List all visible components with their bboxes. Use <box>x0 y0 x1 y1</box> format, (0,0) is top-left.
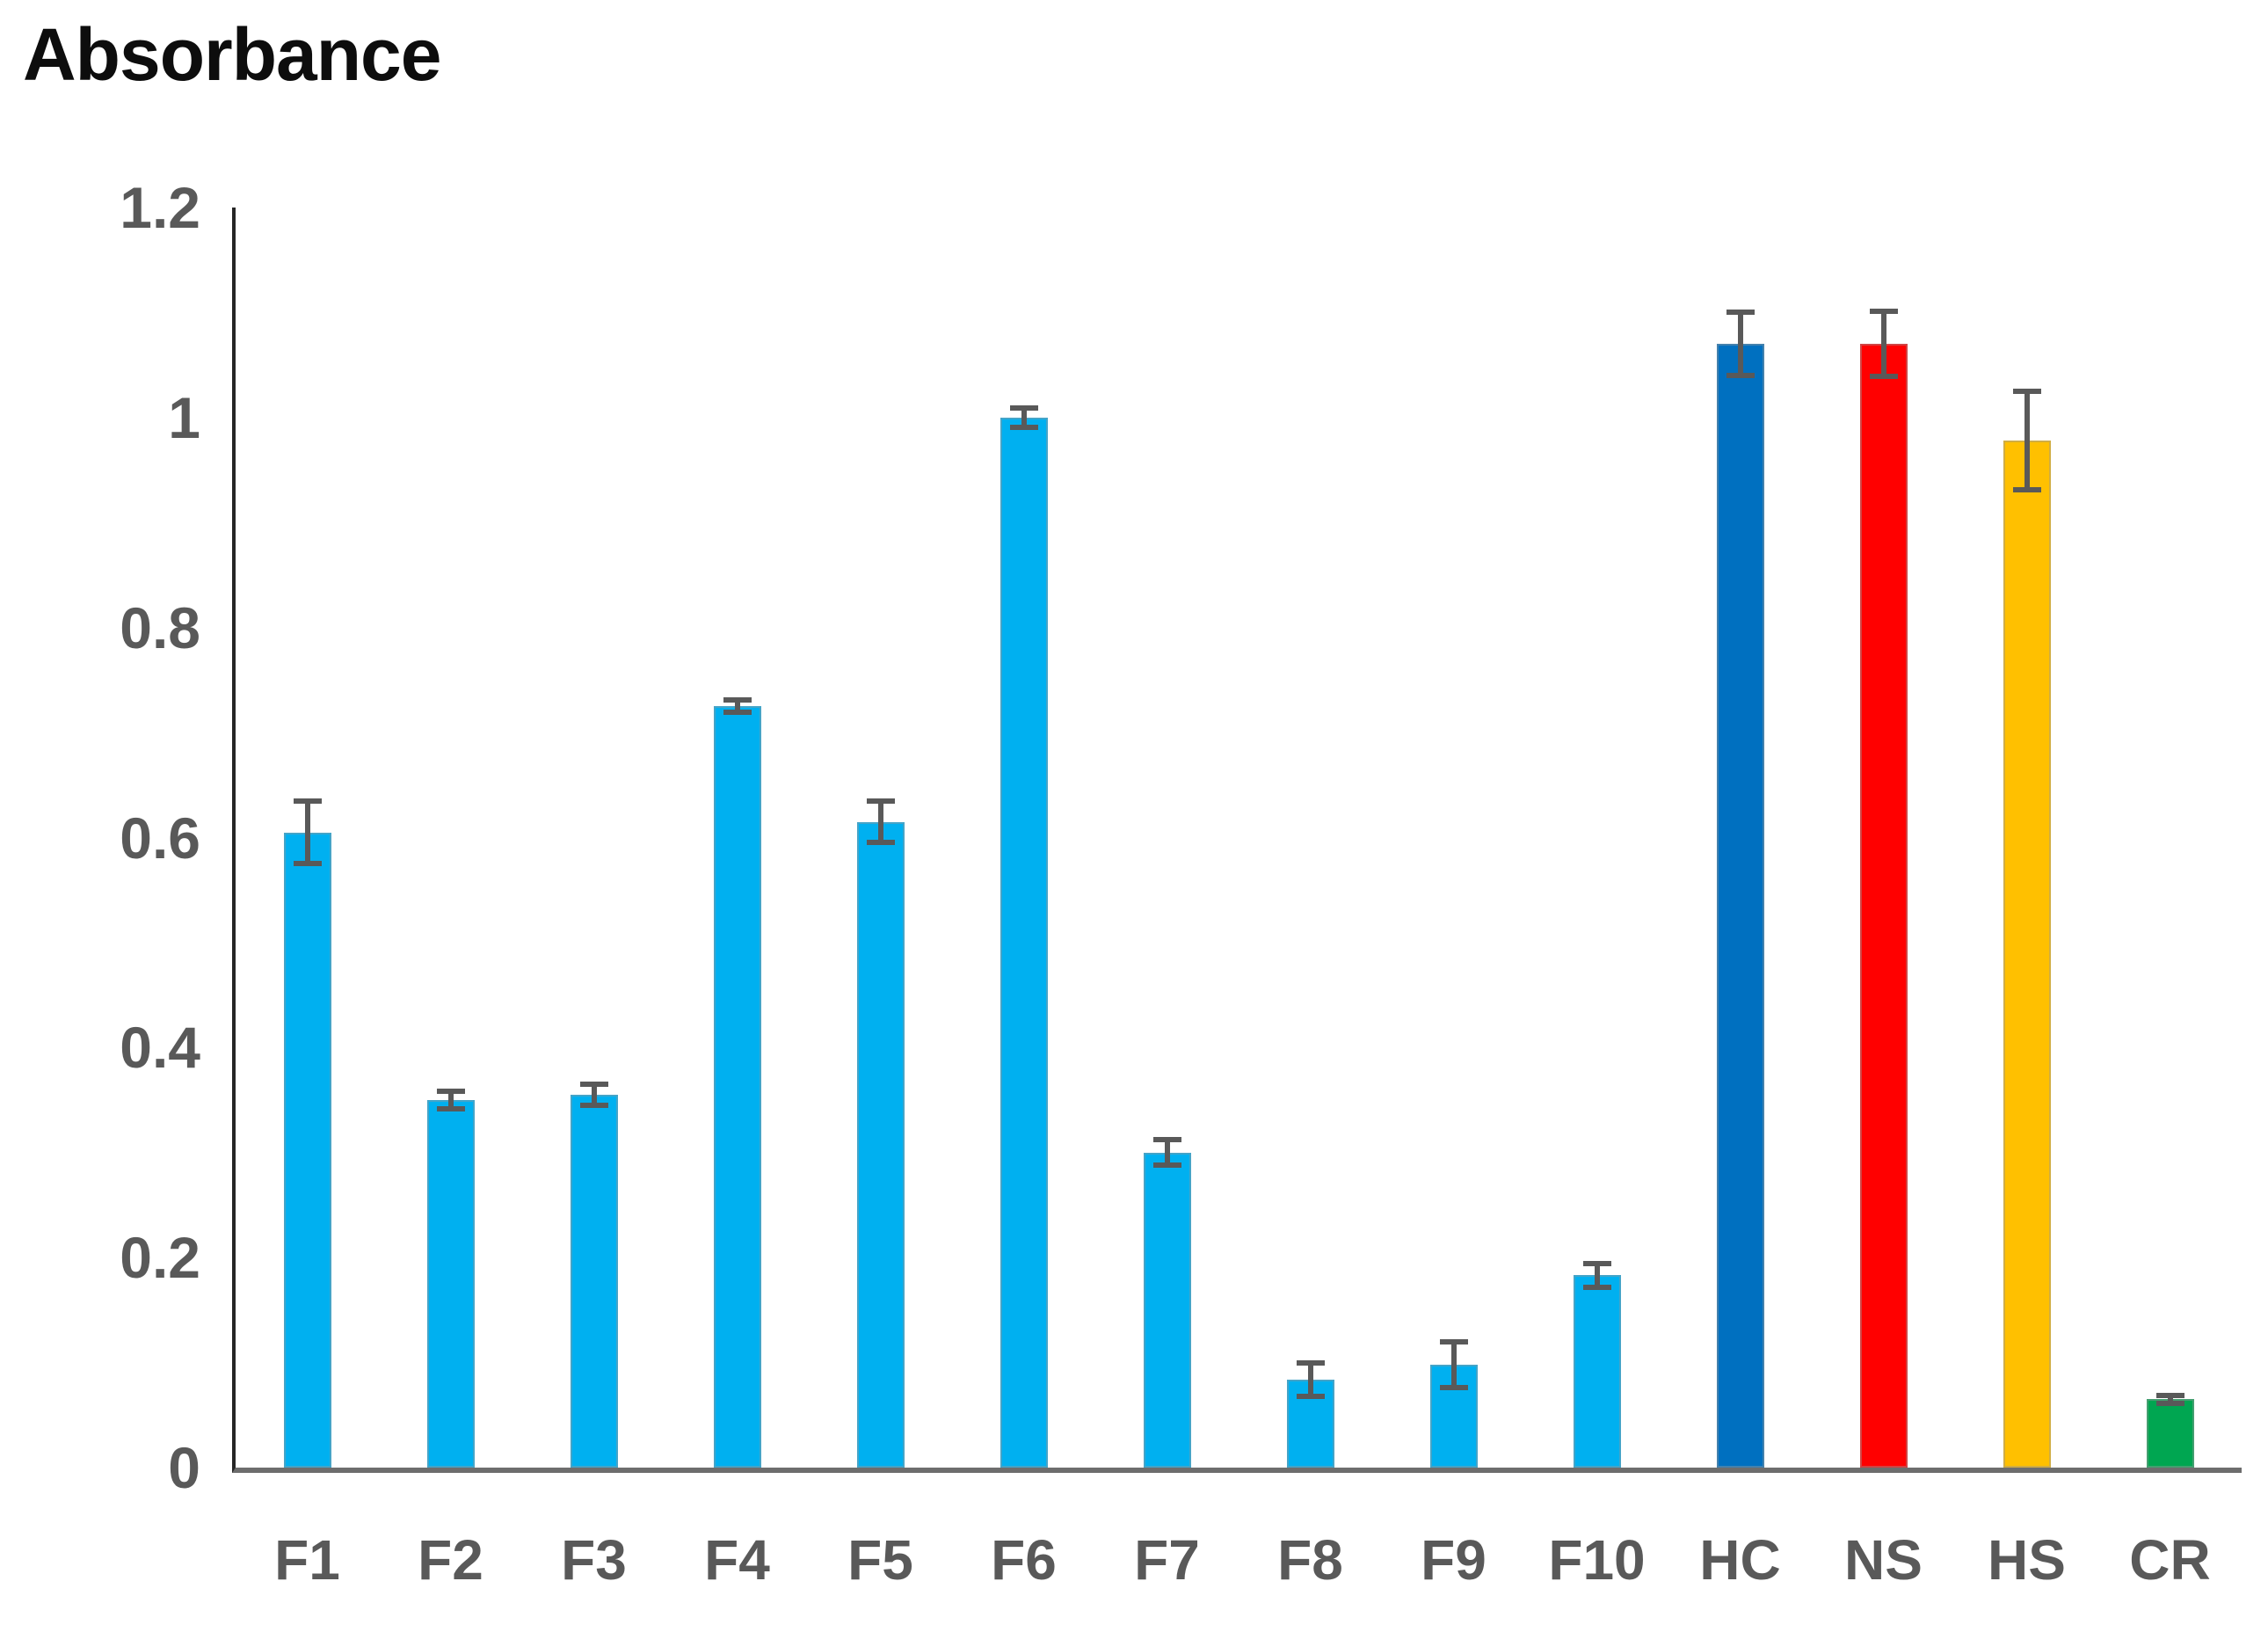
error-bar-upper-cap-F6 <box>1009 405 1038 412</box>
bar-F4 <box>713 706 761 1468</box>
y-tick-label-0.6: 0.6 <box>120 805 200 871</box>
error-bar-CR <box>2167 1395 2173 1404</box>
error-bar-lower-cap-F3 <box>579 1103 608 1108</box>
error-bar-NS <box>1880 311 1886 377</box>
error-bar-lower-cap-F9 <box>1439 1385 1468 1391</box>
bar-HS <box>2003 441 2051 1468</box>
error-bar-upper-cap-F3 <box>579 1082 608 1088</box>
x-tick-label-F4: F4 <box>704 1528 770 1592</box>
error-bar-F3 <box>591 1084 597 1105</box>
error-bar-upper-cap-F9 <box>1439 1338 1468 1344</box>
y-tick-label-0: 0 <box>168 1435 200 1500</box>
error-bar-F10 <box>1594 1264 1600 1287</box>
x-tick-label-F10: F10 <box>1548 1528 1646 1592</box>
x-tick-label-CR: CR <box>2129 1528 2211 1592</box>
x-axis-labels: F1 F2 F3 F4 F5 F6 F7 F8 F9 F10 HC NS HS CR <box>236 1532 2242 1611</box>
error-bar-F8 <box>1307 1362 1313 1396</box>
error-bar-upper-cap-F5 <box>866 798 895 804</box>
error-bar-F5 <box>877 800 883 843</box>
error-bar-lower-cap-F4 <box>723 710 752 716</box>
error-bar-F6 <box>1021 408 1027 427</box>
bar-CR <box>2146 1399 2194 1468</box>
y-tick-label-0.2: 0.2 <box>120 1225 200 1291</box>
error-bar-upper-cap-F8 <box>1296 1359 1325 1366</box>
bar-F3 <box>570 1095 618 1468</box>
y-tick-label-0.8: 0.8 <box>120 594 200 660</box>
chart-title: Absorbance <box>23 13 441 96</box>
error-bar-lower-cap-F2 <box>436 1105 465 1111</box>
error-bar-lower-cap-NS <box>1869 374 1898 380</box>
error-bar-F2 <box>447 1091 454 1109</box>
y-tick-label-0.4: 0.4 <box>120 1015 200 1081</box>
plot-area <box>232 208 2242 1473</box>
x-tick-label-F3: F3 <box>561 1528 627 1592</box>
x-tick-label-NS: NS <box>1844 1528 1923 1592</box>
bar-F1 <box>283 832 331 1468</box>
bar-F2 <box>426 1100 475 1468</box>
x-tick-label-HC: HC <box>1699 1528 1781 1592</box>
x-tick-label-F5: F5 <box>847 1528 913 1592</box>
bar-F7 <box>1143 1152 1191 1468</box>
y-tick-label-1.2: 1.2 <box>120 175 200 240</box>
x-tick-label-F6: F6 <box>991 1528 1057 1592</box>
x-tick-label-F7: F7 <box>1134 1528 1200 1592</box>
error-bar-upper-cap-F1 <box>293 798 322 804</box>
error-bar-HS <box>2024 390 2030 491</box>
error-bar-lower-cap-F6 <box>1009 424 1038 430</box>
y-axis-labels: 0 0.2 0.4 0.6 0.8 1 1.2 <box>0 179 200 1497</box>
bar-F10 <box>1573 1275 1621 1468</box>
bar-HC <box>1716 344 1764 1468</box>
error-bar-upper-cap-HS <box>2012 388 2041 394</box>
y-tick-label-1: 1 <box>168 384 200 450</box>
x-tick-label-F8: F8 <box>1277 1528 1343 1592</box>
error-bar-F7 <box>1164 1140 1170 1166</box>
error-bar-F4 <box>734 700 740 713</box>
error-bar-lower-cap-HS <box>2012 487 2041 493</box>
error-bar-HC <box>1737 312 1743 376</box>
error-bar-upper-cap-F7 <box>1152 1137 1181 1143</box>
x-tick-label-HS: HS <box>1988 1528 2066 1592</box>
error-bar-upper-cap-HC <box>1726 310 1755 316</box>
bar-F6 <box>1000 417 1048 1468</box>
error-bar-lower-cap-F7 <box>1152 1162 1181 1169</box>
error-bar-F1 <box>304 800 310 864</box>
error-bar-lower-cap-F10 <box>1582 1284 1611 1290</box>
error-bar-upper-cap-F4 <box>723 697 752 703</box>
error-bar-lower-cap-F1 <box>293 861 322 867</box>
bar-NS <box>1859 344 1908 1468</box>
x-tick-label-F2: F2 <box>418 1528 483 1592</box>
error-bar-lower-cap-CR <box>2155 1401 2184 1407</box>
x-tick-label-F9: F9 <box>1421 1528 1487 1592</box>
error-bar-lower-cap-F5 <box>866 840 895 846</box>
x-tick-label-F1: F1 <box>274 1528 340 1592</box>
error-bar-upper-cap-CR <box>2155 1392 2184 1398</box>
bar-F5 <box>856 821 905 1468</box>
error-bar-upper-cap-F2 <box>436 1089 465 1095</box>
error-bar-upper-cap-NS <box>1869 309 1898 315</box>
error-bar-lower-cap-F8 <box>1296 1393 1325 1399</box>
error-bar-upper-cap-F10 <box>1582 1261 1611 1267</box>
error-bar-lower-cap-HC <box>1726 373 1755 379</box>
error-bar-F9 <box>1450 1341 1457 1388</box>
